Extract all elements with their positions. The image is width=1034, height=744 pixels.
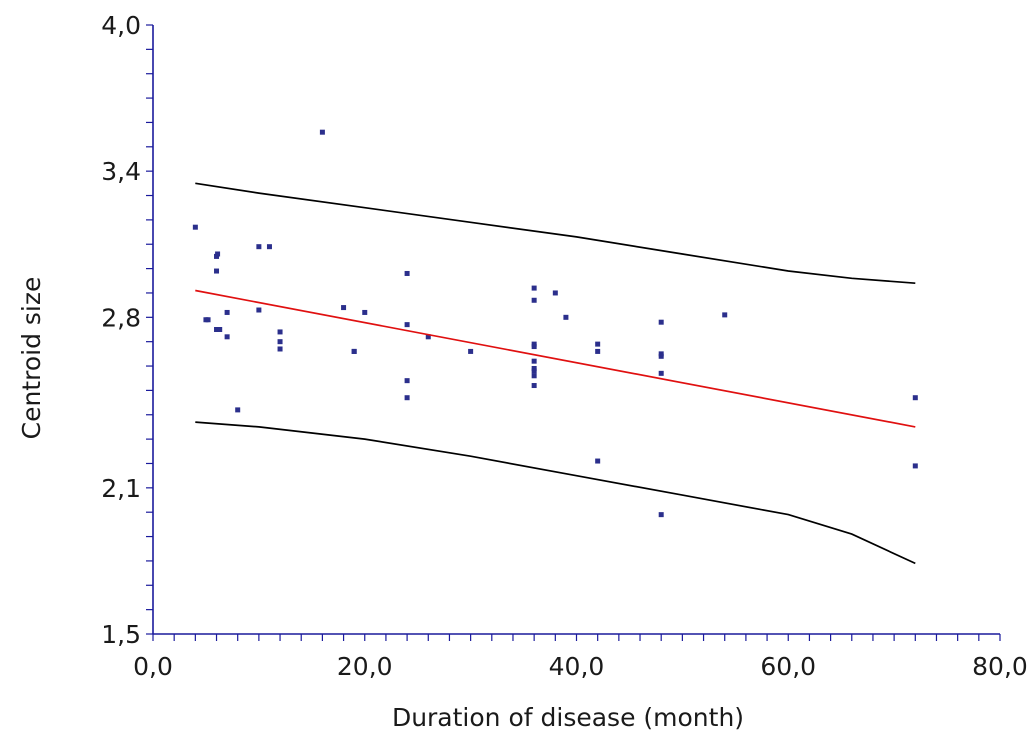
data-point	[217, 327, 223, 332]
data-point	[722, 312, 728, 318]
data-point	[319, 129, 325, 135]
x-tick-label: 0,0	[133, 652, 173, 681]
data-point	[256, 244, 262, 250]
axes: 1,5 2,1 2,8 3,4 4,0 0,0 20,0 40,0 60,0 80,0	[101, 11, 1028, 681]
data-point	[277, 329, 283, 335]
data-point	[595, 341, 601, 347]
data-point	[404, 270, 410, 276]
data-point	[912, 463, 918, 469]
data-point	[531, 344, 537, 350]
x-tick-label: 80,0	[972, 652, 1028, 681]
data-point	[266, 244, 272, 250]
data-point	[224, 334, 230, 340]
x-tick-label: 60,0	[760, 652, 816, 681]
y-axis-title: Centroid size	[17, 277, 46, 440]
plot-area	[192, 129, 918, 565]
data-point	[404, 322, 410, 328]
data-point	[468, 348, 474, 354]
data-point	[531, 358, 537, 364]
x-tick-label: 20,0	[337, 652, 393, 681]
data-point	[404, 395, 410, 401]
data-point	[658, 370, 664, 376]
data-point	[224, 309, 230, 315]
y-tick-label: 1,5	[101, 620, 141, 649]
data-point	[531, 383, 537, 389]
data-point	[531, 285, 537, 291]
data-point	[531, 297, 537, 303]
data-point	[341, 305, 347, 311]
x-axis-title: Duration of disease (month)	[392, 703, 744, 732]
data-point	[192, 224, 198, 230]
y-tick-label: 4,0	[101, 11, 141, 40]
data-point	[362, 309, 368, 315]
lower-band-line	[195, 421, 916, 565]
y-tick-label: 2,8	[101, 303, 141, 332]
x-tick-label: 40,0	[549, 652, 605, 681]
upper-band-line	[195, 182, 916, 285]
data-point	[235, 407, 241, 413]
data-point	[595, 348, 601, 354]
data-point	[912, 395, 918, 401]
data-point	[658, 353, 664, 359]
data-point	[425, 334, 431, 340]
data-point	[563, 314, 569, 320]
data-point	[205, 317, 211, 323]
data-point	[214, 327, 220, 332]
data-point	[256, 307, 262, 313]
fit-line	[195, 289, 916, 428]
data-point	[658, 512, 664, 518]
data-point	[552, 290, 558, 296]
data-point	[531, 368, 537, 374]
data-point	[595, 458, 601, 464]
data-point	[214, 268, 220, 274]
y-tick-label: 3,4	[101, 157, 141, 186]
data-point	[658, 319, 664, 325]
data-point	[351, 348, 357, 354]
y-tick-label: 2,1	[101, 474, 141, 503]
data-point	[215, 251, 221, 257]
data-point	[404, 378, 410, 384]
data-point	[277, 339, 283, 345]
data-point	[531, 373, 537, 379]
data-point	[277, 346, 283, 352]
